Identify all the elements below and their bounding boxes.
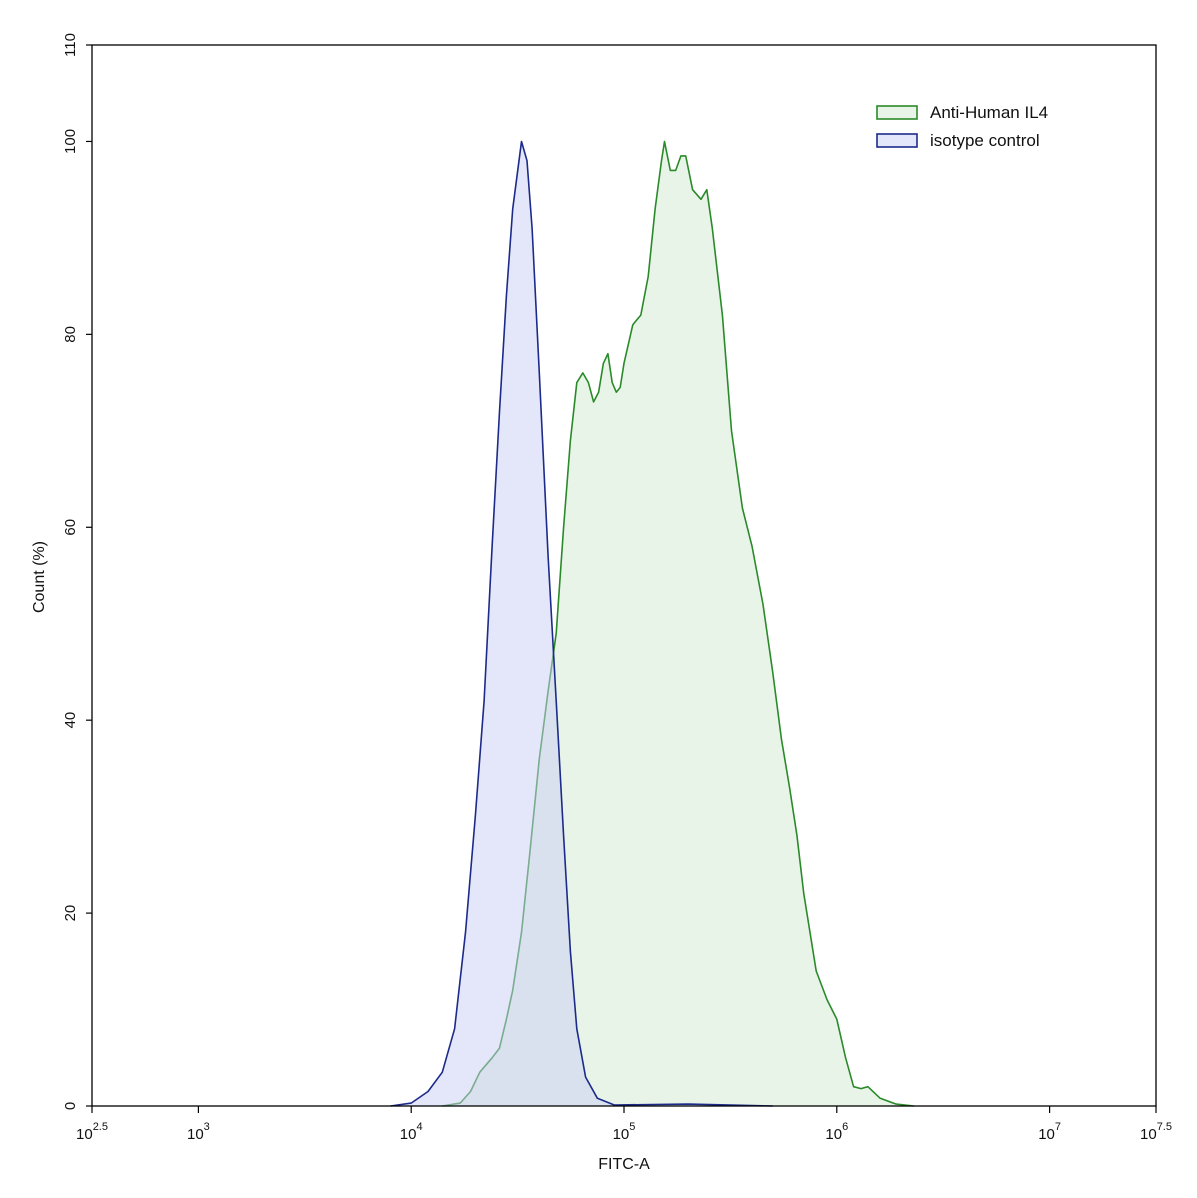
x-tick-exponent: 3 xyxy=(204,1121,210,1133)
y-axis-title: Count (%) xyxy=(31,541,48,613)
x-tick-exponent: 7 xyxy=(1055,1121,1061,1133)
x-tick-base: 10 xyxy=(1140,1126,1157,1143)
x-tick-exponent: 7.5 xyxy=(1157,1121,1172,1133)
x-tick-base: 10 xyxy=(400,1126,417,1143)
x-tick-label: 106 xyxy=(825,1121,848,1143)
x-tick-label: 107 xyxy=(1038,1121,1061,1143)
x-tick-label: 102.5 xyxy=(76,1121,108,1143)
x-tick-label: 105 xyxy=(613,1121,636,1143)
y-tick-label: 40 xyxy=(62,712,79,729)
y-tick-label: 0 xyxy=(62,1102,79,1110)
area-fill xyxy=(390,141,773,1106)
x-tick-label: 104 xyxy=(400,1121,423,1143)
x-tick-exponent: 2.5 xyxy=(93,1121,108,1133)
legend-swatch xyxy=(876,105,918,120)
x-tick-base: 10 xyxy=(187,1126,204,1143)
legend-swatch xyxy=(876,133,918,148)
x-tick-base: 10 xyxy=(825,1126,842,1143)
x-tick-exponent: 4 xyxy=(416,1121,422,1133)
x-tick-exponent: 6 xyxy=(842,1121,848,1133)
y-tick-label: 80 xyxy=(62,326,79,343)
x-tick-base: 10 xyxy=(76,1126,93,1143)
x-tick-label: 107.5 xyxy=(1140,1121,1172,1143)
x-axis-title: FITC-A xyxy=(598,1156,650,1173)
x-tick-base: 10 xyxy=(613,1126,630,1143)
legend-label: isotype control xyxy=(930,131,1040,150)
legend-label: Anti-Human IL4 xyxy=(930,103,1048,122)
y-tick-label: 20 xyxy=(62,905,79,922)
x-tick-base: 10 xyxy=(1038,1126,1055,1143)
series-line xyxy=(390,140,773,1107)
x-tick-exponent: 5 xyxy=(629,1121,635,1133)
x-tick-label: 103 xyxy=(187,1121,210,1143)
y-tick-label: 60 xyxy=(62,519,79,536)
y-tick-label: 100 xyxy=(62,129,79,154)
y-tick-label: 110 xyxy=(62,33,79,57)
